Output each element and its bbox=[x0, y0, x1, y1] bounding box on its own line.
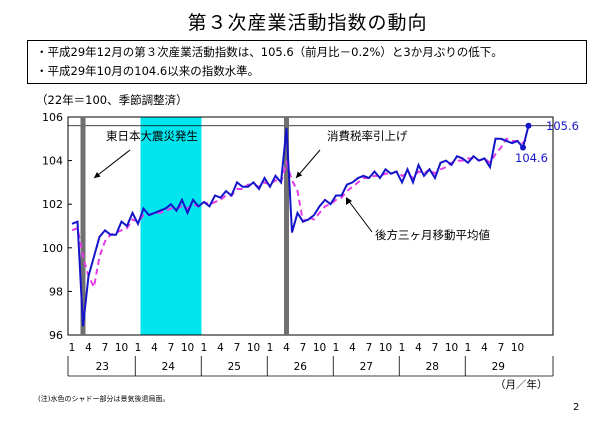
x-month-label-2-3: 10 bbox=[247, 342, 260, 354]
event-label-1: 消費税率引上げ bbox=[327, 129, 408, 143]
event-arrow-1 bbox=[295, 149, 321, 179]
summary-line-1: ・平成29年12月の第３次産業活動指数は、105.6（前月比－0.2%）と3か月… bbox=[36, 45, 503, 59]
moving-avg-arrow bbox=[347, 199, 373, 233]
latest-value-label: 105.6 bbox=[546, 119, 579, 133]
x-month-label-6-0: 1 bbox=[465, 342, 472, 354]
x-month-label-5-3: 10 bbox=[445, 342, 458, 354]
x-year-label-1: 24 bbox=[162, 361, 176, 373]
y-tick-label-4: 104 bbox=[42, 155, 63, 168]
x-month-label-1-3: 10 bbox=[181, 342, 194, 354]
x-axis-label: （月／年） bbox=[495, 378, 548, 391]
moving-avg-label: 後方三ヶ月移動平均値 bbox=[375, 228, 490, 242]
x-month-label-2-1: 4 bbox=[217, 342, 224, 354]
x-month-label-4-2: 7 bbox=[366, 342, 373, 354]
x-year-label-3: 26 bbox=[294, 361, 308, 373]
x-month-label-5-1: 4 bbox=[415, 342, 422, 354]
x-month-label-3-0: 1 bbox=[267, 342, 274, 354]
x-year-label-4: 27 bbox=[360, 361, 373, 373]
recession-shade-0 bbox=[140, 117, 202, 335]
event-arrowhead-0 bbox=[94, 171, 101, 178]
moving-avg-arrowhead bbox=[346, 197, 352, 205]
x-month-label-0-0: 1 bbox=[69, 342, 76, 354]
x-month-label-0-1: 4 bbox=[85, 342, 92, 354]
x-month-label-4-3: 10 bbox=[379, 342, 392, 354]
x-month-label-1-2: 7 bbox=[168, 342, 175, 354]
event-arrow-0 bbox=[93, 149, 131, 179]
unit-label: （22年＝100、季節調整済） bbox=[36, 93, 188, 107]
x-month-label-1-1: 4 bbox=[151, 342, 158, 354]
x-month-label-6-2: 7 bbox=[498, 342, 505, 354]
y-tick-label-0: 96 bbox=[49, 329, 63, 342]
y-tick-label-2: 100 bbox=[42, 242, 63, 255]
x-month-label-6-1: 4 bbox=[481, 342, 488, 354]
x-month-label-4-1: 4 bbox=[349, 342, 356, 354]
x-month-label-2-2: 7 bbox=[234, 342, 241, 354]
oct-point bbox=[520, 144, 526, 151]
plot-frame bbox=[67, 116, 554, 336]
x-month-label-0-2: 7 bbox=[102, 342, 109, 354]
event-arrowhead-1 bbox=[296, 171, 303, 178]
footnote: (注)水色のシャドー部分は景気後退局面。 bbox=[38, 395, 170, 403]
x-month-label-4-0: 1 bbox=[333, 342, 340, 354]
page-number: 2 bbox=[573, 402, 580, 413]
x-month-label-3-3: 10 bbox=[313, 342, 326, 354]
y-tick-label-5: 106 bbox=[42, 111, 63, 124]
x-month-label-0-3: 10 bbox=[115, 342, 128, 354]
y-tick-label-3: 102 bbox=[42, 198, 63, 211]
x-month-label-6-3: 10 bbox=[511, 342, 524, 354]
oct-value-label: 104.6 bbox=[515, 151, 548, 165]
event-bar-1 bbox=[284, 117, 289, 335]
summary-line-2: ・平成29年10月の104.6以来の指数水準。 bbox=[36, 64, 260, 78]
x-month-label-5-2: 7 bbox=[432, 342, 439, 354]
page-title: 第３次産業活動指数の動向 bbox=[187, 12, 428, 34]
x-month-label-3-1: 4 bbox=[283, 342, 290, 354]
event-label-0: 東日本大震災発生 bbox=[106, 129, 198, 143]
series-line-monthly bbox=[71, 125, 530, 327]
x-month-label-2-0: 1 bbox=[201, 342, 208, 354]
summary-box: ・平成29年12月の第３次産業活動指数は、105.6（前月比－0.2%）と3か月… bbox=[27, 40, 587, 84]
event-bar-0 bbox=[80, 117, 86, 335]
x-year-label-6: 29 bbox=[492, 361, 505, 373]
latest-point bbox=[525, 122, 532, 129]
x-month-label-3-2: 7 bbox=[300, 342, 307, 354]
x-month-label-1-0: 1 bbox=[135, 342, 142, 354]
x-month-label-5-0: 1 bbox=[399, 342, 406, 354]
x-year-label-5: 28 bbox=[426, 361, 439, 373]
x-year-label-2: 25 bbox=[228, 361, 241, 373]
x-year-label-0: 23 bbox=[96, 361, 109, 373]
series-line-moving-avg bbox=[71, 135, 530, 291]
y-tick-label-1: 98 bbox=[49, 285, 63, 298]
